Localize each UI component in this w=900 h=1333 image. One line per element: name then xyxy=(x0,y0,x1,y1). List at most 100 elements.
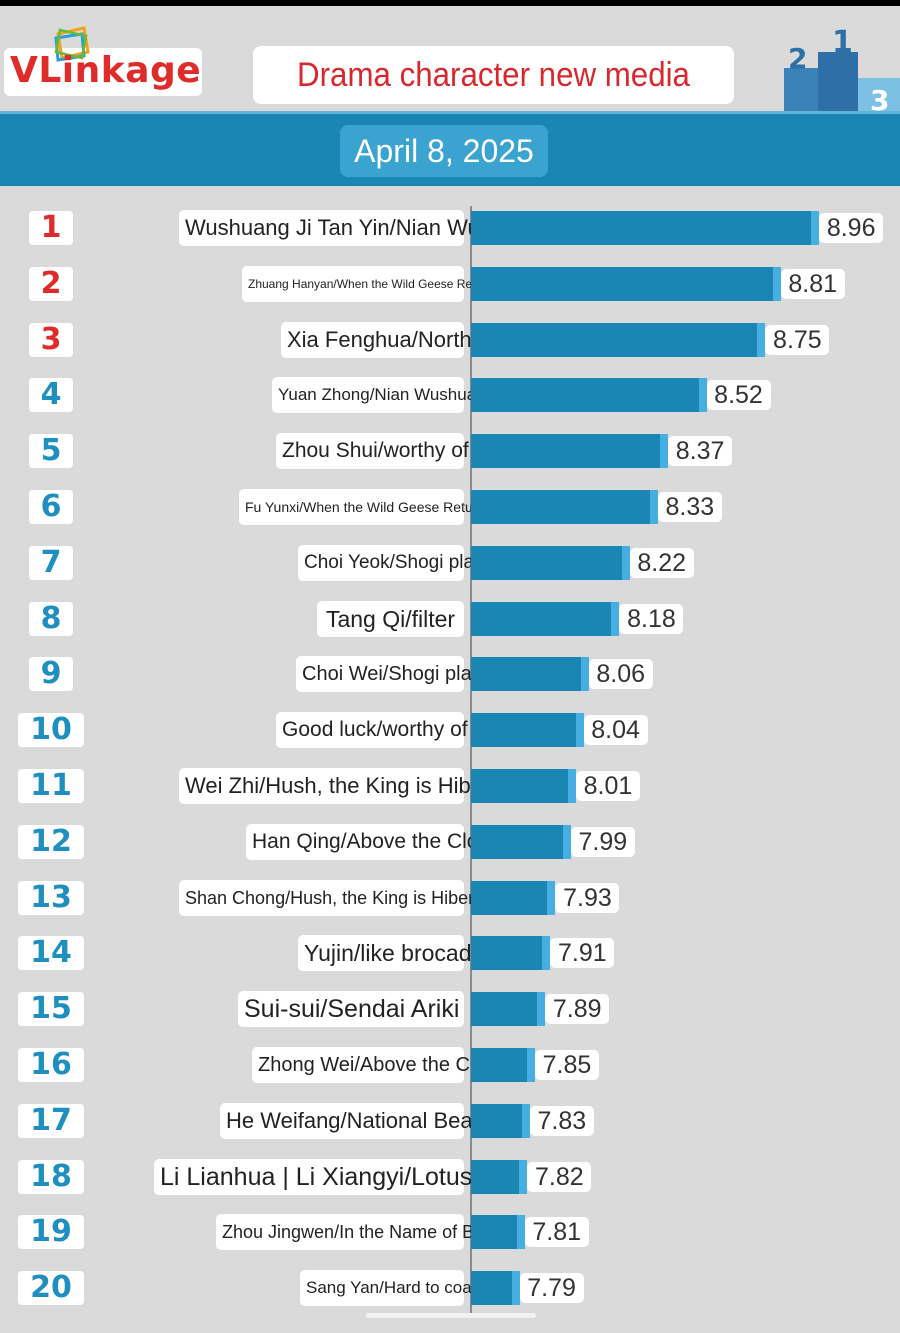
category-label: Choi Wei/Shogi player xyxy=(296,656,500,693)
date-band-edge xyxy=(0,111,900,114)
value-label: 7.89 xyxy=(545,994,610,1025)
bar-end-highlight xyxy=(611,601,620,636)
rank-number: 14 xyxy=(18,936,84,971)
category-label: Sui-sui/Sendai Ariki xyxy=(238,991,464,1028)
bar-end-highlight xyxy=(811,211,820,245)
rank-number: 19 xyxy=(18,1215,84,1250)
category-label: Zhuang Hanyan/When the Wild Geese Return xyxy=(242,265,493,302)
value-label: 7.81 xyxy=(524,1217,589,1248)
bar-end-highlight xyxy=(547,880,556,915)
rank-number: 15 xyxy=(18,992,84,1027)
category-label: Han Qing/Above the Clouds xyxy=(246,823,512,860)
bar xyxy=(471,601,620,636)
category-label: Tang Qi/filter xyxy=(317,600,464,637)
rank-number: 17 xyxy=(18,1103,84,1138)
brand-logo-box xyxy=(4,48,202,96)
category-label: Good luck/worthy of love xyxy=(276,712,512,749)
rank-number: 9 xyxy=(29,657,73,692)
rank-number: 10 xyxy=(18,713,84,748)
rank-number: 12 xyxy=(18,824,84,859)
bar-end-highlight xyxy=(562,824,571,859)
brand-logo: VLinkage xyxy=(10,50,202,91)
category-label: Wushuang Ji Tan Yin/Nian Wushuang xyxy=(179,210,552,246)
bar-end-highlight xyxy=(649,490,658,524)
chart-axis xyxy=(470,206,472,1316)
value-label: 7.83 xyxy=(529,1105,594,1136)
bar-end-highlight xyxy=(511,1271,520,1306)
svg-text:3: 3 xyxy=(870,84,889,114)
ranking-infographic: VLinkage Drama character new media index… xyxy=(0,6,900,1333)
rank-number: 18 xyxy=(18,1159,84,1194)
value-label: 8.52 xyxy=(706,380,771,411)
category-label: Zhou Jingwen/In the Name of Beauty xyxy=(216,1214,518,1251)
bar-end-highlight xyxy=(537,992,546,1027)
category-label: Li Lianhua | Li Xiangyi/Lotus Tower xyxy=(154,1158,545,1195)
bar xyxy=(471,378,707,413)
chart-title: Drama character new media index xyxy=(297,56,690,152)
bar xyxy=(471,322,766,357)
rank-number: 16 xyxy=(18,1048,84,1082)
rank-number: 1 xyxy=(29,211,73,245)
bar-end-highlight xyxy=(567,769,576,803)
value-label: 7.85 xyxy=(535,1050,599,1080)
bar xyxy=(471,1215,525,1250)
bar xyxy=(471,1271,520,1306)
bar-end-highlight xyxy=(575,713,584,748)
bar-end-highlight xyxy=(660,434,669,469)
value-label: 8.06 xyxy=(588,659,653,690)
bar-end-highlight xyxy=(527,1048,535,1082)
rank-number: 7 xyxy=(29,545,73,580)
rank-number: 5 xyxy=(29,434,73,469)
value-label: 8.18 xyxy=(619,603,684,634)
bar-end-highlight xyxy=(521,1103,530,1138)
rank-number: 4 xyxy=(29,378,73,413)
value-label: 7.79 xyxy=(519,1273,584,1304)
bar xyxy=(471,1103,530,1138)
bar xyxy=(471,992,546,1027)
bar-end-highlight xyxy=(519,1159,528,1194)
value-label: 8.22 xyxy=(629,547,694,578)
bar-end-highlight xyxy=(621,545,630,580)
bar xyxy=(471,490,658,524)
bar xyxy=(471,824,571,859)
category-label: Shan Chong/Hush, the King is Hibernating xyxy=(179,879,523,916)
bar xyxy=(471,266,781,301)
value-label: 8.04 xyxy=(583,715,648,746)
category-label: Wei Zhi/Hush, the King is Hibernating xyxy=(179,768,550,804)
bar xyxy=(471,769,576,803)
value-label: 8.96 xyxy=(819,213,884,243)
bar xyxy=(471,713,584,748)
category-label: Yuan Zhong/Nian Wushuang xyxy=(272,377,495,414)
svg-text:2: 2 xyxy=(788,42,807,75)
bar-end-highlight xyxy=(772,266,781,301)
scroll-indicator[interactable] xyxy=(366,1313,536,1318)
rank-number: 20 xyxy=(18,1271,84,1306)
bar xyxy=(471,545,630,580)
date-label: April 8, 2025 xyxy=(340,125,548,177)
bar xyxy=(471,1159,528,1194)
value-label: 7.91 xyxy=(550,938,615,969)
title-box xyxy=(253,46,734,104)
category-label: Choi Yeok/Shogi player xyxy=(298,544,500,581)
category-label: He Weifang/National Beauty xyxy=(220,1102,502,1139)
bar xyxy=(471,936,551,971)
bar-end-highlight xyxy=(698,378,707,413)
bar-end-highlight xyxy=(516,1215,525,1250)
bar xyxy=(471,211,820,245)
rank-number: 2 xyxy=(29,266,73,301)
bar xyxy=(471,880,556,915)
rank-number: 13 xyxy=(18,880,84,915)
bar-end-highlight xyxy=(757,322,766,357)
value-label: 7.82 xyxy=(527,1161,592,1192)
category-label: Xia Fenghua/Northward xyxy=(281,321,519,358)
value-label: 7.99 xyxy=(570,826,635,857)
value-label: 8.33 xyxy=(657,492,722,522)
bar xyxy=(471,657,589,692)
rank-number: 6 xyxy=(29,490,73,524)
value-label: 8.01 xyxy=(575,771,640,801)
value-label: 8.37 xyxy=(668,436,733,467)
category-label: Fu Yunxi/When the Wild Geese Return xyxy=(239,489,485,525)
podium-icon: 2 1 3 xyxy=(784,25,900,114)
rank-number: 8 xyxy=(29,601,73,636)
category-label: Yujin/like brocade xyxy=(298,935,484,972)
